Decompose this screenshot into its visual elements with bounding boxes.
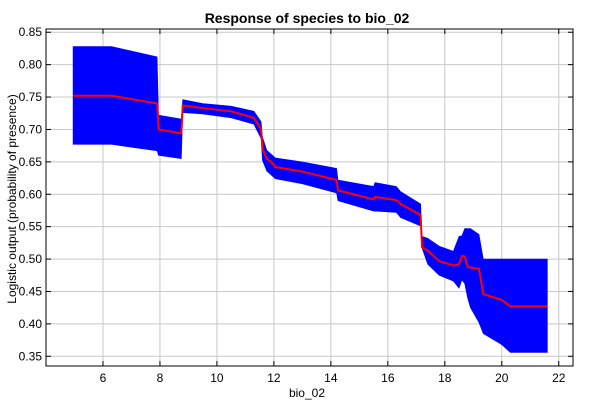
x-tick-label-7: 20 bbox=[495, 371, 509, 385]
plot-frame bbox=[45, 28, 574, 367]
y-tick-label-8: 0.75 bbox=[19, 90, 43, 104]
y-tick-label-2: 0.45 bbox=[19, 284, 43, 298]
y-tick-label-4: 0.55 bbox=[19, 220, 43, 234]
y-tick-label-7: 0.70 bbox=[19, 122, 43, 136]
x-tick-label-5: 16 bbox=[381, 371, 395, 385]
axes bbox=[45, 28, 574, 367]
y-tick-label-6: 0.65 bbox=[19, 155, 43, 169]
x-tick-label-6: 18 bbox=[438, 371, 452, 385]
y-tick-label-1: 0.40 bbox=[19, 317, 43, 331]
x-axis-title: bio_02 bbox=[289, 386, 325, 400]
y-tick-label-10: 0.85 bbox=[19, 25, 43, 39]
x-tick-label-2: 10 bbox=[210, 371, 224, 385]
band-area bbox=[72, 46, 548, 353]
x-tick-label-3: 12 bbox=[267, 371, 281, 385]
x-tick-label-8: 22 bbox=[552, 371, 566, 385]
x-tick-label-4: 14 bbox=[324, 371, 338, 385]
y-tick-label-3: 0.50 bbox=[19, 252, 43, 266]
chart-title: Response of species to bio_02 bbox=[205, 10, 410, 26]
mean-response-line bbox=[73, 94, 548, 308]
y-tick-label-5: 0.60 bbox=[19, 187, 43, 201]
tick-labels: 6 8 10 12 14 16 18 20 22 0.35 0.40 0.45 0.50 0.55 0.60… bbox=[19, 25, 566, 385]
mean-line bbox=[73, 94, 548, 308]
y-tick-label-9: 0.80 bbox=[19, 58, 43, 72]
confidence-band bbox=[72, 46, 548, 353]
x-tick-label-0: 6 bbox=[100, 371, 107, 385]
x-tick-label-1: 8 bbox=[157, 371, 164, 385]
y-axis-title: Logistic output (probability of presence… bbox=[5, 94, 19, 303]
y-tick-label-0: 0.35 bbox=[19, 349, 43, 363]
